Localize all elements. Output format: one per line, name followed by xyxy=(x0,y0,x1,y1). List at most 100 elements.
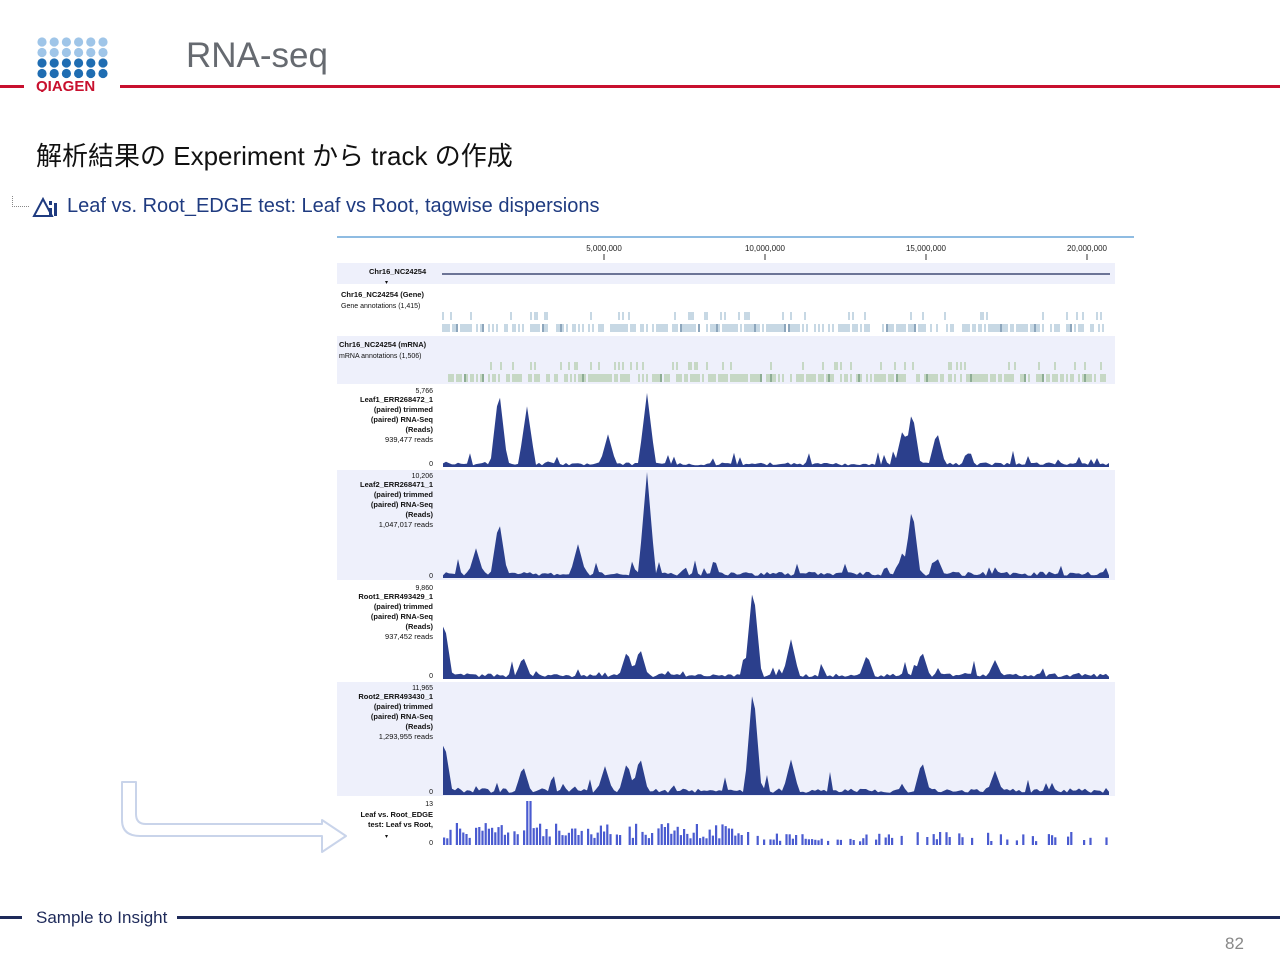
experiment-bar xyxy=(587,828,590,845)
track-read-count: 1,293,955 reads xyxy=(379,732,433,741)
experiment-bar xyxy=(1070,832,1073,845)
read-track-leaf2: 10,206 Leaf2_ERR268471_1 (paired) trimme… xyxy=(337,470,1115,580)
experiment-bar xyxy=(577,835,580,845)
logo-dot xyxy=(37,68,47,79)
chromosome-track-label: Chr16_NC24254 xyxy=(369,267,427,276)
experiment-bar xyxy=(916,832,919,845)
track-label-line: (paired) RNA-Seq xyxy=(371,712,434,721)
track-label-line: Root2_ERR493430_1 xyxy=(358,692,433,701)
track-read-count: 937,452 reads xyxy=(385,632,433,641)
experiment-bar xyxy=(795,835,798,845)
experiment-bar xyxy=(683,829,686,845)
experiment-bar xyxy=(820,838,823,845)
experiment-bar xyxy=(731,828,734,845)
track-label-line: (paired) trimmed xyxy=(374,490,434,499)
logo-dot xyxy=(61,37,71,47)
logo-dot xyxy=(98,37,108,47)
chromosome-dropdown-icon[interactable]: ▾ xyxy=(385,280,388,286)
experiment-bar xyxy=(1006,839,1009,845)
experiment-bar xyxy=(702,836,705,845)
experiment-bar xyxy=(487,828,490,845)
experiment-bar xyxy=(1054,837,1057,845)
footer-tagline: Sample to Insight xyxy=(36,908,168,927)
experiment-tree-label: Leaf vs. Root_EDGE test: Leaf vs Root, t… xyxy=(67,195,600,217)
logo-dot xyxy=(49,47,59,58)
experiment-bar xyxy=(670,833,673,845)
experiment-bar xyxy=(839,839,842,845)
experiment-bar xyxy=(606,824,609,845)
experiment-track: 13 Leaf vs. Root_EDGE test: Leaf vs Root… xyxy=(337,798,1115,848)
experiment-dropdown-icon[interactable]: ▾ xyxy=(385,834,388,840)
experiment-bar xyxy=(862,838,865,845)
experiment-bar xyxy=(641,831,644,845)
track-label-line: Leaf2_ERR268471_1 xyxy=(360,480,433,489)
experiment-bar xyxy=(705,838,708,845)
mrna-track-subtitle: mRNA annotations (1,506) xyxy=(339,353,422,360)
tree-connector xyxy=(12,196,29,207)
experiment-bar xyxy=(900,835,903,845)
experiment-bar xyxy=(887,834,890,845)
experiment-bar xyxy=(775,833,778,845)
experiment-bar xyxy=(852,840,855,845)
experiment-bar xyxy=(535,827,538,845)
experiment-bar xyxy=(580,830,583,845)
experiment-tree-item[interactable]: Leaf vs. Root_EDGE test: Leaf vs Root, t… xyxy=(12,192,712,220)
experiment-bar xyxy=(785,834,788,845)
logo-dot xyxy=(98,58,108,68)
experiment-bar xyxy=(740,835,743,845)
experiment-bar xyxy=(727,828,730,845)
experiment-bar xyxy=(718,838,721,845)
experiment-bar xyxy=(609,834,612,845)
track-min-value: 0 xyxy=(429,840,433,847)
experiment-bar xyxy=(1031,836,1034,845)
experiment-bar xyxy=(756,835,759,845)
experiment-bar xyxy=(1022,834,1025,845)
experiment-bar xyxy=(468,837,471,845)
track-label-line: (paired) trimmed xyxy=(374,702,434,711)
experiment-bar xyxy=(446,838,449,845)
experiment-bar xyxy=(542,836,545,845)
experiment-bar xyxy=(555,823,558,845)
track-label-line: test: Leaf vs Root, xyxy=(368,820,433,829)
experiment-bar xyxy=(449,829,452,845)
experiment-bar xyxy=(689,838,692,845)
experiment-bar xyxy=(971,837,974,845)
experiment-bar xyxy=(804,838,807,845)
track-label-line: (Reads) xyxy=(405,722,433,731)
genome-browser[interactable]: 5,000,000 10,000,000 15,000,000 20,000,0… xyxy=(337,236,1137,848)
page-number: 82 xyxy=(1225,934,1244,953)
experiment-bar xyxy=(708,829,711,845)
logo-dot xyxy=(98,47,108,58)
experiment-bar xyxy=(663,827,666,845)
experiment-bar xyxy=(503,834,506,845)
logo-dot xyxy=(37,37,47,47)
experiment-bar xyxy=(679,835,682,845)
track-label-line: (Reads) xyxy=(405,425,433,434)
experiment-bar xyxy=(987,832,990,845)
footer-rule-right xyxy=(177,916,1280,919)
experiment-bar xyxy=(958,833,961,845)
experiment-bar xyxy=(647,838,650,845)
track-label-line: (paired) trimmed xyxy=(374,602,434,611)
experiment-bar xyxy=(651,833,654,845)
experiment-bar xyxy=(945,832,948,845)
experiment-bar xyxy=(507,832,510,845)
experiment-bar xyxy=(849,838,852,845)
experiment-bar xyxy=(603,831,606,845)
track-label-line: (paired) RNA-Seq xyxy=(371,415,434,424)
track-max-value: 9,860 xyxy=(415,585,433,592)
gene-track-bg xyxy=(337,286,1115,334)
logo-dot xyxy=(49,58,59,68)
experiment-bar xyxy=(878,833,881,845)
logo-dot xyxy=(74,68,84,79)
experiment-bar xyxy=(590,834,593,845)
experiment-bar xyxy=(571,828,574,845)
experiment-bar xyxy=(836,839,839,845)
experiment-bar xyxy=(948,837,951,845)
logo-text: QIAGEN xyxy=(36,78,95,92)
experiment-bar xyxy=(635,823,638,845)
footer-rule-left xyxy=(0,916,22,919)
experiment-bar xyxy=(523,830,526,845)
logo-dot xyxy=(86,58,96,68)
track-label-line: (Reads) xyxy=(405,510,433,519)
